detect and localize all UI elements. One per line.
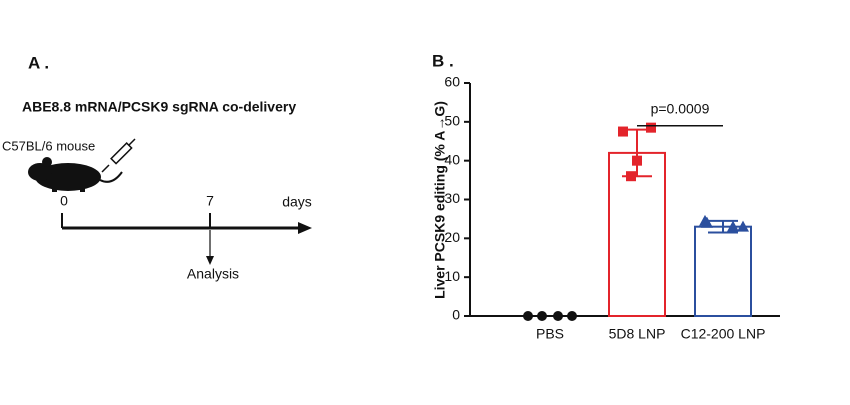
- timeline-label: 7: [206, 193, 214, 209]
- data-point: [553, 311, 563, 321]
- data-point: [567, 311, 577, 321]
- x-tick-label: PBS: [536, 326, 564, 342]
- subject-label: C57BL/6 mouse: [2, 138, 95, 153]
- data-point: [626, 171, 636, 182]
- timeline-label: 0: [60, 193, 68, 209]
- x-tick-label: 5D8 LNP: [609, 326, 666, 342]
- y-tick-label: 30: [444, 190, 460, 206]
- syringe-icon: [101, 138, 136, 173]
- data-point: [537, 311, 547, 321]
- bar: [694, 225, 752, 317]
- y-axis-title: Liver PCSK9 editing (% A→G): [432, 101, 448, 299]
- bar: [608, 151, 666, 317]
- y-tick-label: 0: [452, 307, 460, 323]
- mouse-icon: [28, 157, 123, 192]
- y-tick-label: 60: [444, 74, 460, 90]
- p-value: p=0.0009: [651, 100, 710, 116]
- panel-title: ABE8.8 mRNA/PCSK9 sgRNA co-delivery: [22, 99, 296, 115]
- y-tick-label: 40: [444, 151, 460, 167]
- data-point: [632, 155, 642, 166]
- data-point: [618, 126, 628, 137]
- data-point: [523, 311, 533, 321]
- panel-label: A .: [28, 53, 49, 72]
- data-point: [701, 216, 713, 228]
- y-tick-label: 10: [444, 268, 460, 284]
- data-point: [646, 122, 656, 133]
- y-tick-label: 50: [444, 113, 460, 129]
- panel-label: B .: [432, 51, 454, 70]
- timeline-arrow: [298, 222, 312, 234]
- endpoint-label: Analysis: [187, 266, 239, 282]
- x-tick-label: C12-200 LNP: [681, 326, 766, 342]
- analysis-arrowhead: [206, 256, 214, 265]
- y-tick-label: 20: [444, 229, 460, 245]
- timeline-unit: days: [282, 194, 312, 210]
- data-point: [727, 220, 739, 232]
- data-point: [737, 220, 749, 232]
